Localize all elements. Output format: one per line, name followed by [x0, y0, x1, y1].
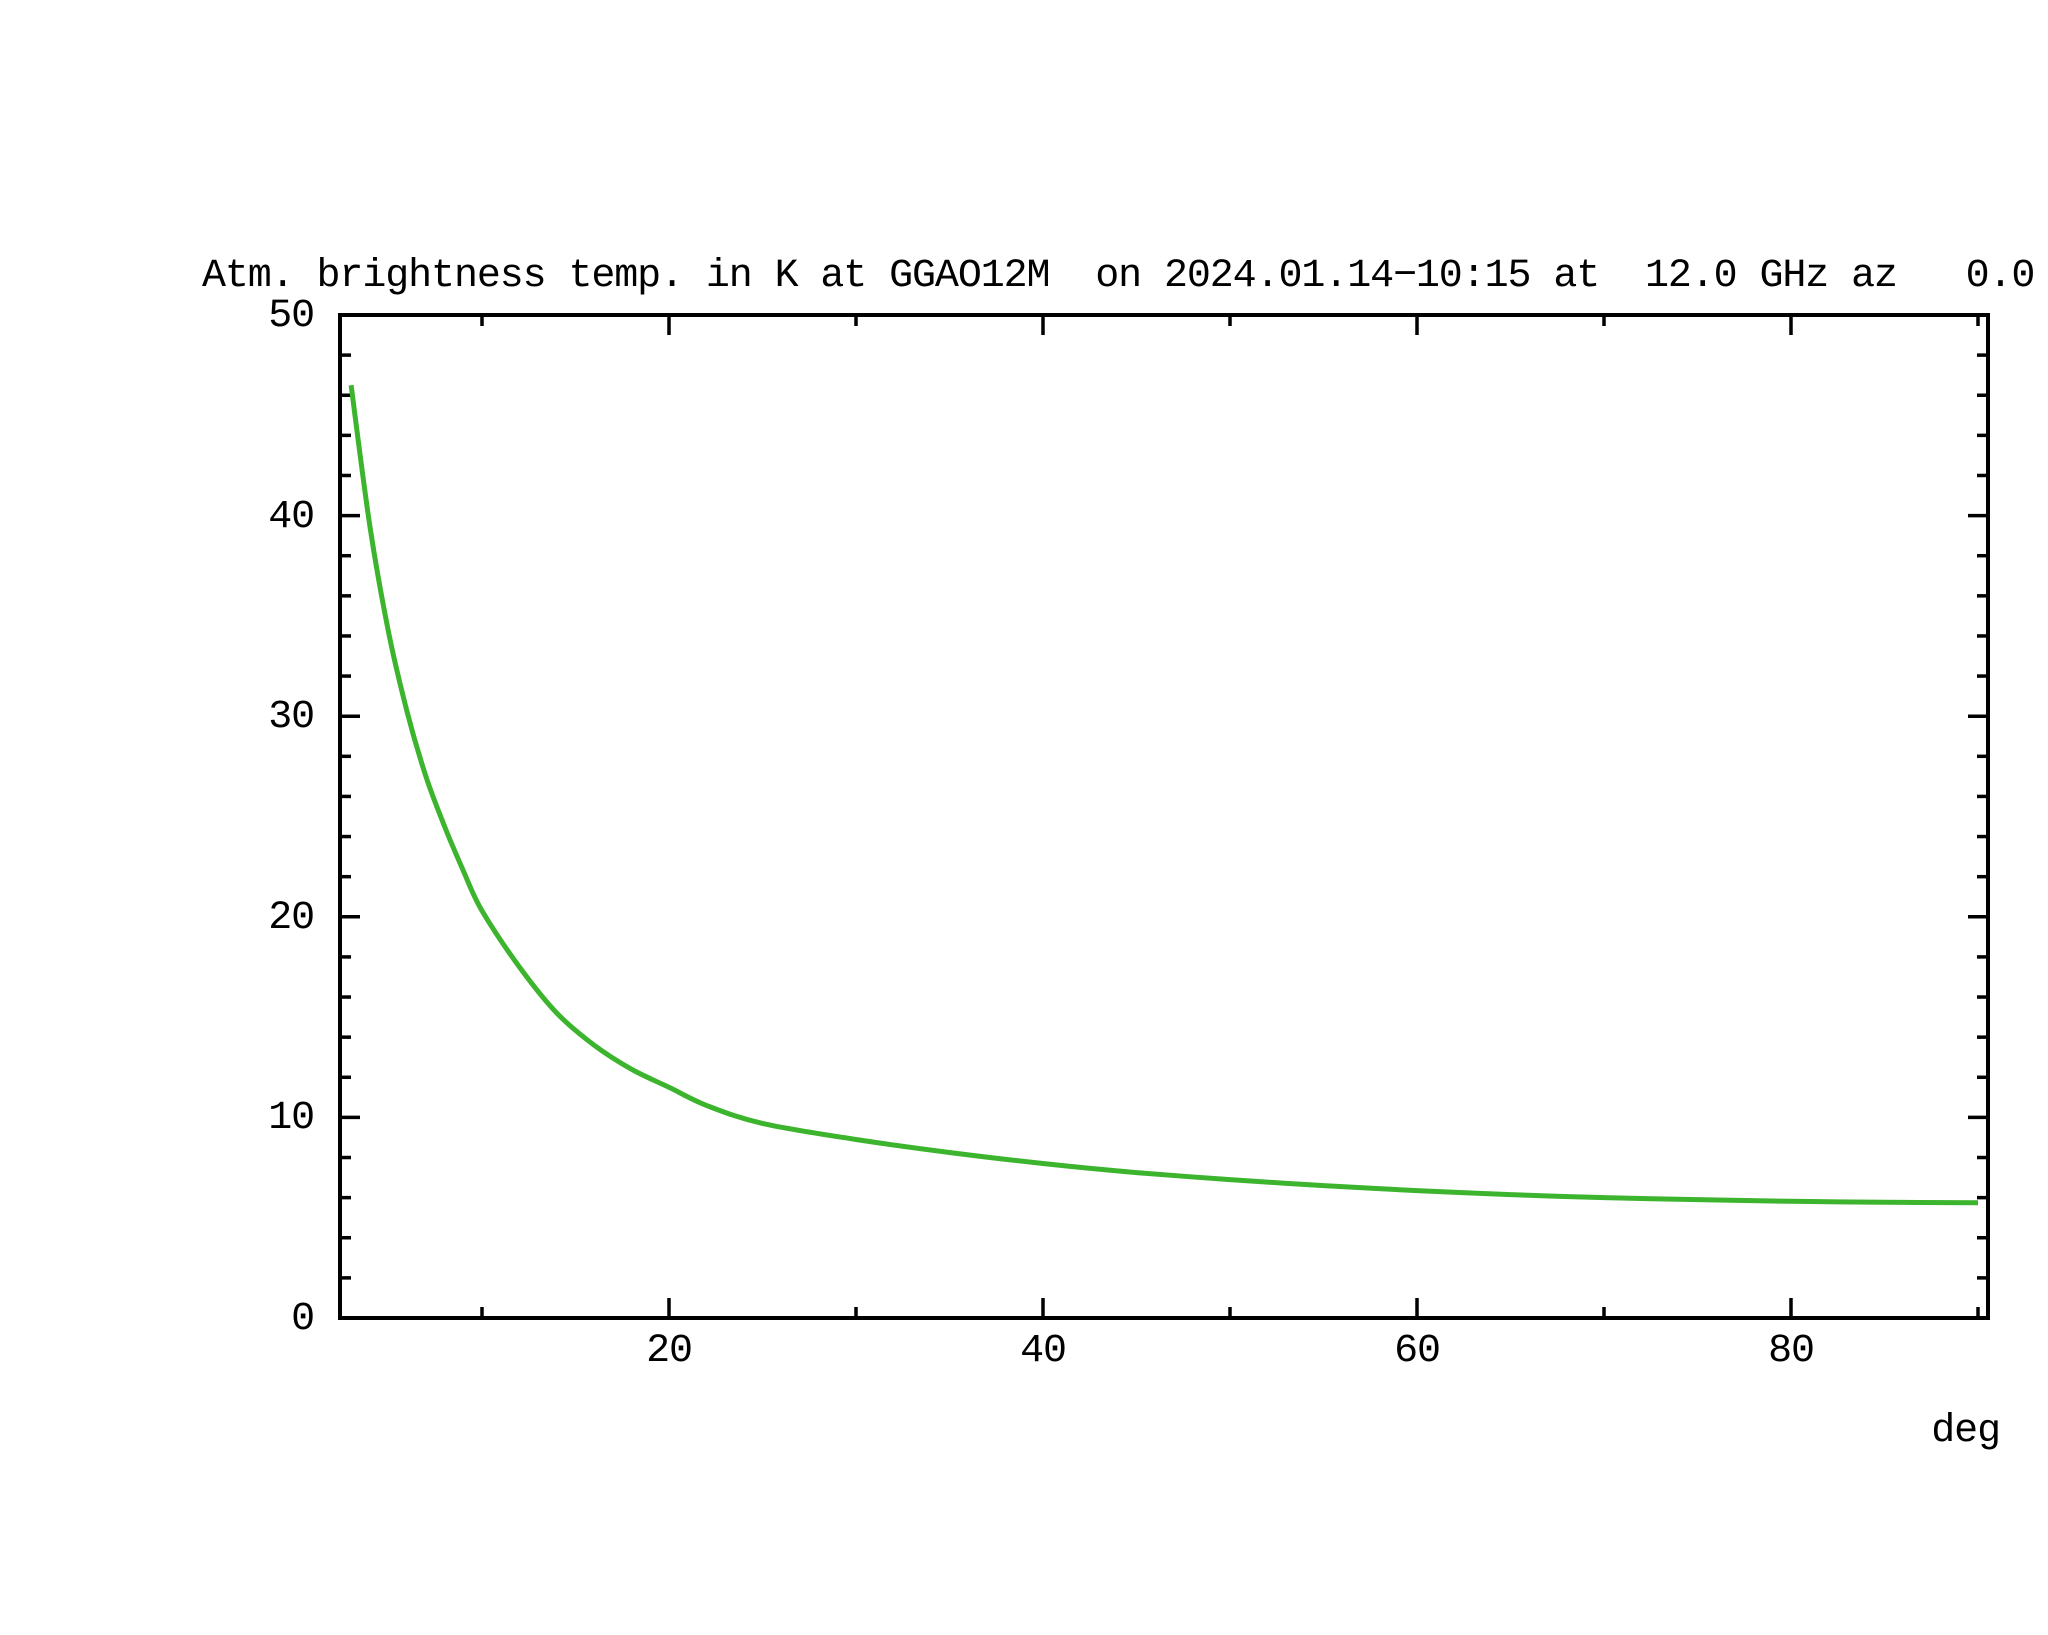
y-tick-label: 50 — [268, 294, 315, 339]
plot-frame-group — [338, 313, 1990, 1320]
y-tick-label: 0 — [291, 1297, 315, 1342]
x-tick-label: 60 — [1394, 1329, 1441, 1374]
x-tick-label: 80 — [1768, 1329, 1815, 1374]
y-tick-label: 20 — [268, 895, 315, 941]
x-tick-label: 40 — [1020, 1329, 1067, 1374]
y-tick-label: 40 — [268, 494, 315, 540]
chart-title: Atm. brightness temp. in K at GGAO12M on… — [202, 254, 2035, 299]
plot-frame — [338, 313, 1990, 1320]
axis-ticks-group — [340, 315, 1988, 1318]
y-tick-label: 10 — [268, 1096, 315, 1142]
x-tick-label: 20 — [646, 1329, 693, 1374]
y-tick-label: 30 — [268, 695, 315, 741]
x-axis-unit-label: deg — [1931, 1409, 2001, 1454]
data-curve — [348, 384, 1979, 1206]
